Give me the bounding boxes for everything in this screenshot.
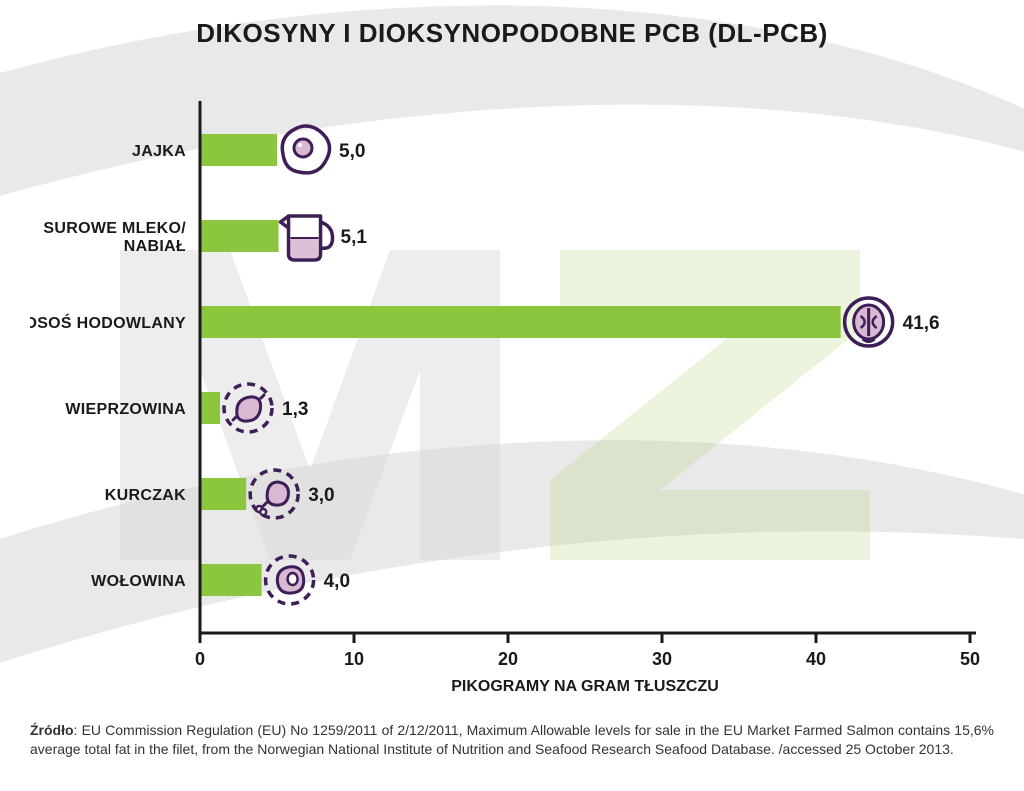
category-label: KURCZAK bbox=[105, 487, 186, 504]
fish-icon bbox=[845, 298, 893, 346]
source-text: : EU Commission Regulation (EU) No 1259/… bbox=[30, 722, 994, 757]
value-label: 41,6 bbox=[903, 313, 940, 334]
x-tick-label: 50 bbox=[960, 649, 980, 669]
category-label: ŁOSOŚ HODOWLANY bbox=[30, 313, 186, 332]
x-tick-label: 40 bbox=[806, 649, 826, 669]
chart-title: DIKOSYNY I DIOKSYNOPODOBNE PCB (DL-PCB) bbox=[30, 18, 994, 49]
x-tick-label: 0 bbox=[195, 649, 205, 669]
bar bbox=[200, 392, 220, 424]
source-footer: Źródło: EU Commission Regulation (EU) No… bbox=[30, 721, 994, 759]
bar bbox=[200, 564, 262, 596]
category-label: SUROWE MLEKO/ bbox=[43, 220, 186, 237]
bar bbox=[200, 306, 841, 338]
category-label: WIEPRZOWINA bbox=[65, 401, 186, 418]
bar bbox=[200, 220, 279, 252]
category-label: NABIAŁ bbox=[124, 238, 186, 255]
steak-icon bbox=[266, 556, 314, 604]
value-label: 5,1 bbox=[341, 227, 368, 248]
x-tick-label: 30 bbox=[652, 649, 672, 669]
x-tick-label: 10 bbox=[344, 649, 364, 669]
bar-chart: JAJKA 5,0 SUROWE MLEKO/NABIAŁ 5,1 ŁOSOŚ HODO… bbox=[30, 77, 994, 697]
value-label: 3,0 bbox=[308, 485, 334, 506]
bar bbox=[200, 478, 246, 510]
sausage-icon bbox=[224, 384, 272, 432]
source-label: Źródło bbox=[30, 722, 74, 738]
drumstick-icon bbox=[250, 470, 298, 518]
x-axis-title: PIKOGRAMY NA GRAM TŁUSZCZU bbox=[451, 678, 719, 695]
value-label: 4,0 bbox=[324, 571, 350, 592]
value-label: 5,0 bbox=[339, 141, 365, 162]
category-label: JAJKA bbox=[132, 143, 186, 160]
category-label: WOŁOWINA bbox=[91, 573, 186, 590]
jug-icon bbox=[281, 216, 333, 260]
egg-icon bbox=[282, 126, 329, 173]
axis-line bbox=[200, 101, 976, 633]
chart-container: DIKOSYNY I DIOKSYNOPODOBNE PCB (DL-PCB) … bbox=[0, 0, 1024, 702]
bar bbox=[200, 134, 277, 166]
x-tick-label: 20 bbox=[498, 649, 518, 669]
value-label: 1,3 bbox=[282, 399, 308, 420]
